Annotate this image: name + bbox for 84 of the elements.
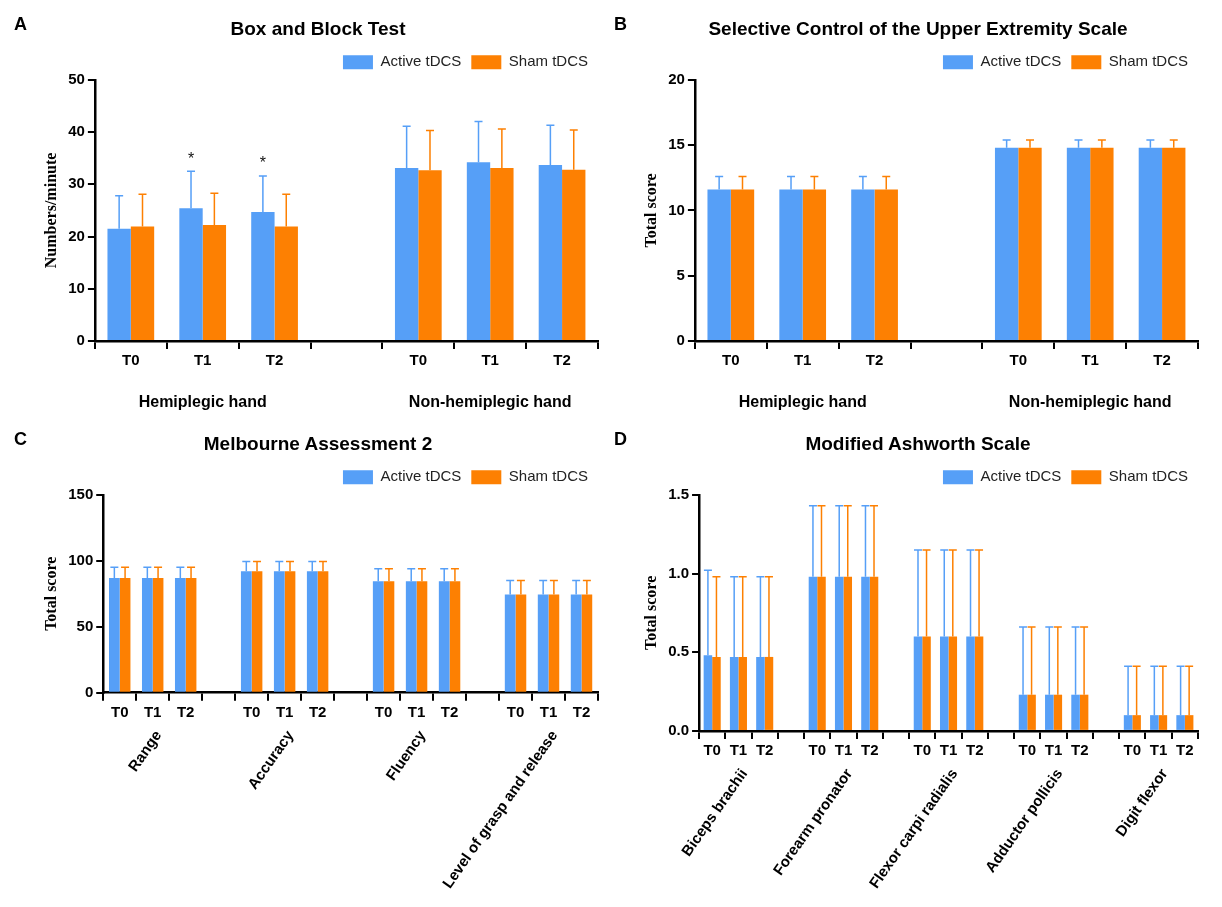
y-tick-label: 10 — [68, 278, 85, 296]
x-tick-label: T2 — [308, 702, 327, 720]
x-tick-label: T1 — [143, 702, 162, 720]
x-tick-label: T2 — [865, 351, 884, 369]
chart-title: Melbourne Assessment 2 — [203, 432, 433, 454]
x-tick-label: T0 — [722, 351, 740, 369]
legend-label: Sham tDCS — [508, 467, 589, 485]
legend-label: Active tDCS — [380, 52, 462, 70]
x-tick-label: T2 — [860, 741, 879, 759]
x-tick-label: T0 — [110, 702, 129, 720]
data-label: * — [259, 154, 267, 172]
x-tick-label: T2 — [176, 702, 195, 720]
y-tick-label: 0 — [676, 331, 685, 349]
x-tick-label: T2 — [553, 351, 571, 369]
x-tick-label: T0 — [1123, 741, 1142, 759]
y-tick-label: 150 — [68, 484, 94, 502]
chart-title: Selective Control of the Upper Extremity Scale — [708, 17, 1128, 39]
text: A — [14, 13, 27, 34]
y-tick-label: 10 — [668, 200, 685, 218]
x-tick-label: T1 — [1149, 741, 1168, 759]
x-tick-label: T2 — [966, 741, 984, 759]
x-tick-label: T2 — [1071, 741, 1089, 759]
legend-label: Sham tDCS — [508, 52, 589, 70]
legend-label: Sham tDCS — [1108, 467, 1189, 485]
x-tick-label: T1 — [1044, 741, 1063, 759]
x-tick-label: T1 — [793, 351, 812, 369]
y-tick-label: 1.5 — [668, 484, 690, 502]
text: Hemiplegic hand — [138, 393, 267, 411]
x-tick-label: T1 — [939, 741, 958, 759]
y-tick-label: 0.0 — [668, 721, 690, 739]
x-tick-label: T1 — [407, 702, 426, 720]
legend-label: Active tDCS — [980, 467, 1062, 485]
x-tick-label: T0 — [1009, 351, 1028, 369]
x-tick-label: T1 — [481, 351, 499, 369]
x-tick-label: T2 — [265, 351, 284, 369]
x-tick-label: T1 — [1081, 351, 1099, 369]
y-tick-label: 0.5 — [668, 642, 690, 660]
legend-label: Active tDCS — [980, 52, 1062, 70]
x-tick-label: T0 — [374, 702, 393, 720]
legend-label: Sham tDCS — [1108, 52, 1189, 70]
y-tick-label: 0 — [76, 331, 85, 349]
x-tick-label: T2 — [440, 702, 459, 720]
y-axis-title: Total score — [41, 556, 59, 631]
x-tick-label: T0 — [506, 702, 525, 720]
x-tick-label: T2 — [755, 741, 774, 759]
chart-title: Modified Ashworth Scale — [805, 432, 1031, 454]
y-tick-label: 0 — [84, 682, 94, 700]
text: D — [614, 428, 627, 449]
x-tick-label: T1 — [193, 351, 212, 369]
x-tick-label: T2 — [1176, 741, 1194, 759]
y-tick-label: 50 — [68, 69, 85, 87]
text: Non-hemiplegic hand — [408, 393, 572, 411]
y-tick-label: 50 — [76, 616, 94, 634]
y-tick-label: 5 — [676, 265, 685, 283]
x-tick-label: T1 — [539, 702, 558, 720]
chart-title: Box and Block Test — [230, 17, 407, 39]
x-tick-label: T0 — [703, 741, 721, 759]
y-axis-title: Total score — [641, 173, 659, 248]
x-tick-label: T0 — [242, 702, 261, 720]
y-tick-label: 20 — [668, 69, 685, 87]
text: C — [14, 428, 27, 449]
x-tick-label: T0 — [1018, 741, 1037, 759]
text: B — [614, 13, 627, 34]
data-label: * — [187, 149, 195, 167]
x-tick-label: T1 — [834, 741, 853, 759]
x-tick-label: T0 — [913, 741, 932, 759]
y-tick-label: 30 — [68, 174, 85, 192]
y-tick-label: 1.0 — [668, 563, 690, 581]
x-tick-label: T0 — [409, 351, 428, 369]
legend-label: Active tDCS — [380, 467, 462, 485]
x-tick-label: T1 — [275, 702, 294, 720]
text: Hemiplegic hand — [738, 393, 867, 411]
y-tick-label: 20 — [68, 226, 85, 244]
text: Non-hemiplegic hand — [1008, 393, 1172, 411]
y-tick-label: 40 — [68, 122, 85, 140]
y-axis-title: Numbers/minute — [41, 152, 59, 269]
x-tick-label: T0 — [122, 351, 140, 369]
y-tick-label: 15 — [668, 135, 685, 153]
x-tick-label: T2 — [572, 702, 591, 720]
y-tick-label: 100 — [68, 550, 94, 568]
x-tick-label: T2 — [1153, 351, 1171, 369]
x-tick-label: T0 — [808, 741, 826, 759]
y-axis-title: Total score — [641, 575, 659, 650]
x-tick-label: T1 — [729, 741, 748, 759]
